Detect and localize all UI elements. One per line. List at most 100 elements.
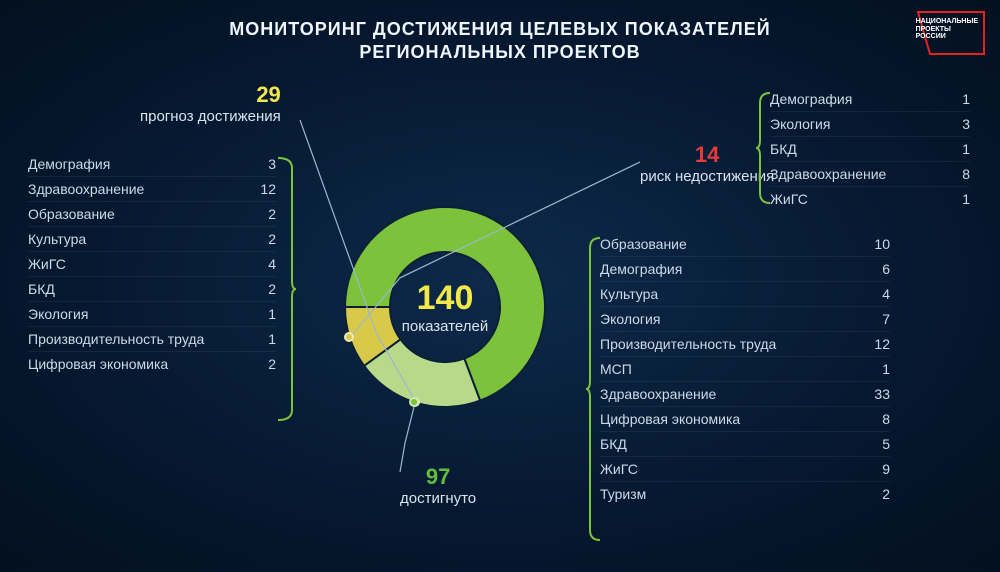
logo-text-1: НАЦИОНАЛЬНЫЕ bbox=[916, 18, 978, 25]
list-item-name: Образование bbox=[600, 236, 705, 252]
logo-national-projects: НАЦИОНАЛЬНЫЕ ПРОЕКТЫ РОССИИ bbox=[916, 10, 986, 56]
callout-risk: 14 риск недостижения bbox=[640, 142, 774, 185]
list-item: Культура 4 bbox=[600, 282, 890, 307]
list-item: БКД 2 bbox=[28, 277, 276, 302]
list-item-name: Образование bbox=[28, 206, 133, 222]
list-item-value: 12 bbox=[252, 181, 276, 197]
callout-risk-value: 14 bbox=[640, 142, 774, 168]
list-item: Экология1 bbox=[28, 302, 276, 327]
list-item: Демография 6 bbox=[600, 257, 890, 282]
donut-center-value: 140 bbox=[402, 279, 488, 318]
list-item-value: 7 bbox=[866, 311, 890, 327]
logo-text-2: ПРОЕКТЫ bbox=[916, 26, 951, 33]
list-item-name: Демография bbox=[600, 261, 700, 277]
list-item: ЖиГС 1 bbox=[770, 187, 970, 211]
list-item-name: Демография bbox=[28, 156, 128, 172]
list-item-name: Здравоохранение bbox=[28, 181, 162, 197]
list-item-value: 6 bbox=[866, 261, 890, 277]
list-item: ЖиГС 4 bbox=[28, 252, 276, 277]
list-item: Цифровая экономика 8 bbox=[600, 407, 890, 432]
callout-achieved-label: достигнуто bbox=[400, 490, 476, 507]
list-item-name: БКД bbox=[770, 141, 815, 157]
list-item-name: ЖиГС bbox=[28, 256, 84, 272]
list-item-name: МСП bbox=[600, 361, 650, 377]
list-item-value: 5 bbox=[866, 436, 890, 452]
list-item-value: 3 bbox=[252, 156, 276, 172]
list-item-value: 2 bbox=[252, 281, 276, 297]
list-item-name: Культура bbox=[600, 286, 676, 302]
list-item: Здравоохранение 33 bbox=[600, 382, 890, 407]
list-item-value: 1 bbox=[946, 191, 970, 207]
list-item-name: Экология bbox=[770, 116, 848, 132]
callout-forecast-value: 29 bbox=[140, 82, 281, 108]
list-risk: Демография 1 Экология 3 БКД 1 Здравоохранение 8… bbox=[770, 87, 970, 211]
list-item-name: Туризм bbox=[600, 486, 664, 502]
list-item-name: БКД bbox=[28, 281, 73, 297]
list-item-value: 8 bbox=[946, 166, 970, 182]
list-item-name: БКД bbox=[600, 436, 645, 452]
bracket-forecast bbox=[278, 154, 296, 424]
content-area: 140 показателей 29 прогноз достижения 14… bbox=[0, 72, 1000, 562]
list-item: Цифровая экономика 2 bbox=[28, 352, 276, 376]
list-item: Демография 3 bbox=[28, 152, 276, 177]
dot-achieved bbox=[409, 397, 419, 407]
page-title: МОНИТОРИНГ ДОСТИЖЕНИЯ ЦЕЛЕВЫХ ПОКАЗАТЕЛЕ… bbox=[0, 0, 1000, 65]
list-item-name: Демография bbox=[770, 91, 870, 107]
list-item: БКД 1 bbox=[770, 137, 970, 162]
list-item-name: Производительность труда bbox=[600, 336, 794, 352]
list-item-value: 4 bbox=[252, 256, 276, 272]
list-item: Экология 3 bbox=[770, 112, 970, 137]
list-item-value: 2 bbox=[252, 356, 276, 372]
list-item-value: 1 bbox=[946, 141, 970, 157]
list-item-value: 9 bbox=[866, 461, 890, 477]
list-item: Культура 2 bbox=[28, 227, 276, 252]
title-line-2: РЕГИОНАЛЬНЫХ ПРОЕКТОВ bbox=[0, 41, 1000, 64]
list-item: Здравоохранение 8 bbox=[770, 162, 970, 187]
list-item: БКД 5 bbox=[600, 432, 890, 457]
list-item-name: Цифровая экономика bbox=[28, 356, 186, 372]
donut-chart: 140 показателей bbox=[330, 192, 560, 422]
list-item-value: 2 bbox=[252, 206, 276, 222]
title-line-1: МОНИТОРИНГ ДОСТИЖЕНИЯ ЦЕЛЕВЫХ ПОКАЗАТЕЛЕ… bbox=[0, 18, 1000, 41]
list-item: ЖиГС 9 bbox=[600, 457, 890, 482]
list-item-name: Здравоохранение bbox=[600, 386, 734, 402]
list-item-name: Производительность труда bbox=[28, 331, 222, 347]
list-item-name: Экология bbox=[600, 311, 678, 327]
callout-forecast: 29 прогноз достижения bbox=[140, 82, 281, 125]
list-item-value: 12 bbox=[866, 336, 890, 352]
list-item-value: 1 bbox=[866, 361, 890, 377]
list-item: Производительность труда 1 bbox=[28, 327, 276, 352]
list-item: Производительность труда 12 bbox=[600, 332, 890, 357]
list-item-value: 3 bbox=[946, 116, 970, 132]
callout-risk-label: риск недостижения bbox=[640, 168, 774, 185]
list-item: Туризм 2 bbox=[600, 482, 890, 506]
list-achieved: Образование 10 Демография 6 Культура 4 Экологи… bbox=[600, 232, 890, 506]
list-item-value: 2 bbox=[252, 231, 276, 247]
list-item-value: 4 bbox=[866, 286, 890, 302]
list-item: МСП 1 bbox=[600, 357, 890, 382]
list-item: Образование 2 bbox=[28, 202, 276, 227]
list-item-name: ЖиГС bbox=[770, 191, 826, 207]
list-item-name: Цифровая экономика bbox=[600, 411, 758, 427]
list-item-value: 2 bbox=[866, 486, 890, 502]
list-item: Образование 10 bbox=[600, 232, 890, 257]
list-item-name: ЖиГС bbox=[600, 461, 656, 477]
list-item-value: 10 bbox=[866, 236, 890, 252]
callout-achieved: 97 достигнуто bbox=[400, 464, 476, 507]
list-item-value: 1 bbox=[252, 331, 276, 347]
list-item-name: Экология bbox=[28, 306, 106, 322]
list-item-name: Здравоохранение bbox=[770, 166, 904, 182]
callout-forecast-label: прогноз достижения bbox=[140, 108, 281, 125]
list-item: Демография 1 bbox=[770, 87, 970, 112]
list-item: Здравоохранение 12 bbox=[28, 177, 276, 202]
donut-center-label: показателей bbox=[402, 318, 488, 335]
bracket-achieved bbox=[586, 234, 600, 544]
list-item: Экология 7 bbox=[600, 307, 890, 332]
dot-risk bbox=[344, 332, 354, 342]
list-item-value: 1 bbox=[946, 91, 970, 107]
list-item-value: 33 bbox=[866, 386, 890, 402]
callout-achieved-value: 97 bbox=[400, 464, 476, 490]
logo-text-3: РОССИИ bbox=[916, 33, 946, 40]
list-item-value: 8 bbox=[866, 411, 890, 427]
list-item-name: Культура bbox=[28, 231, 104, 247]
